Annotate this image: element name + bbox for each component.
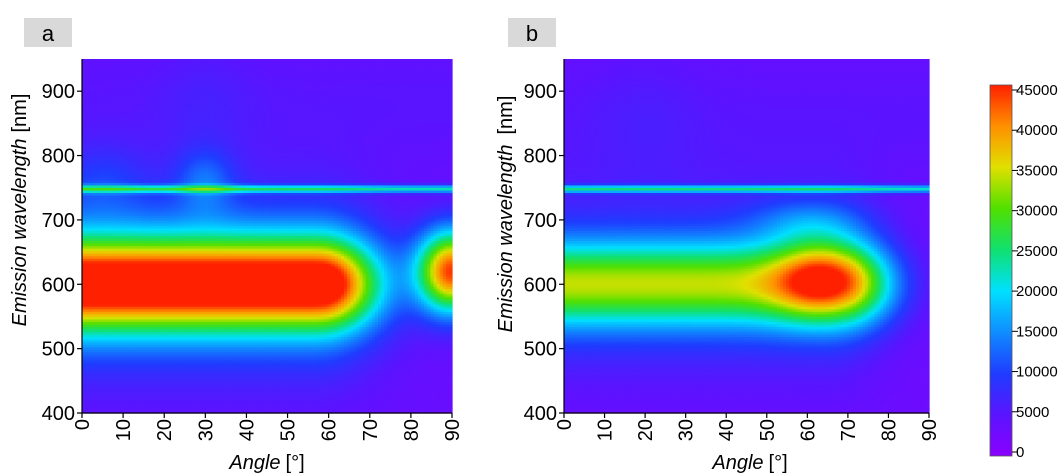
panel-a-label: a [42, 21, 55, 46]
heatmap-cells-a [82, 59, 453, 414]
